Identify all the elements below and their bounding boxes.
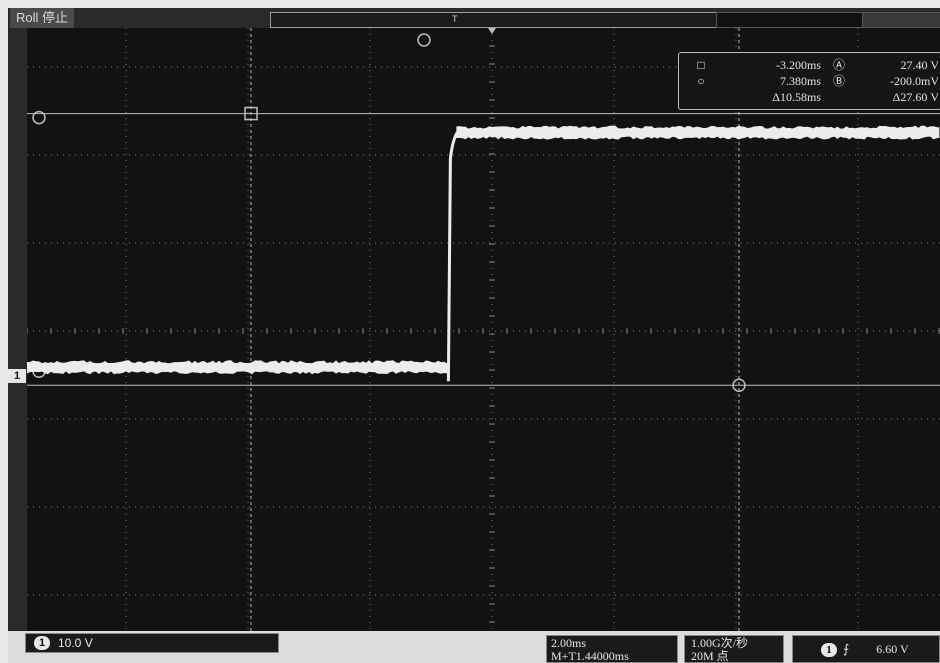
trigger-channel-badge: 1 (821, 643, 837, 657)
cursor-delta-time: Δ10.58ms (719, 89, 821, 105)
cursor-b-time: 7.380ms (719, 73, 821, 89)
trigger-box[interactable]: 1 ⨍ 6.60 V (792, 635, 940, 663)
channel-1-scale-box[interactable]: 1 10.0 V (25, 633, 279, 653)
waveform-high-segment (456, 126, 939, 140)
cursor-a-time: -3.200ms (719, 57, 821, 73)
trigger-position-icon (418, 34, 430, 46)
waveform-svg (27, 28, 940, 631)
cursor-readout-row-b: ○ 7.380ms Ⓑ -200.0mV (679, 73, 940, 89)
cursor-readout-row-delta: Δ10.58ms Δ27.60 V (679, 89, 940, 105)
cursor-readout-row-a: □ -3.200ms Ⓐ 27.40 V (679, 57, 940, 73)
cursor-delta-voltage: Δ27.60 V (851, 89, 939, 105)
left-marker-strip (8, 28, 27, 631)
waveform-rising-edge (448, 128, 466, 381)
record-view-bar-right (716, 12, 863, 28)
cursor-a-voltage: 27.40 V (851, 57, 939, 73)
record-view-bar-end (862, 12, 940, 28)
trigger-slope-icon: ⨍ (843, 642, 849, 656)
cursor-b-voltage: -200.0mV (851, 73, 939, 89)
cursor-b-level-icon: Ⓑ (831, 73, 847, 89)
trigger-time-marker-icon (488, 28, 496, 34)
cursor-readout-panel: □ -3.200ms Ⓐ 27.40 V ○ 7.380ms Ⓑ -200.0m… (678, 52, 940, 110)
channel-1-badge: 1 (34, 636, 50, 650)
cursor-a-square-icon: □ (695, 57, 707, 73)
cursor-b-circle-icon: ○ (695, 73, 707, 89)
record-trigger-marker: T (452, 14, 458, 24)
waveform-low-segment (27, 360, 447, 374)
acquisition-status: Roll 停止 (10, 8, 74, 28)
trigger-level: 6.60 V (876, 642, 908, 656)
record-length: 20M 点 (691, 650, 777, 663)
channel-1-scale: 10.0 V (58, 636, 93, 650)
channel-1-ground-marker[interactable]: 1 (8, 369, 26, 383)
record-view-bar[interactable] (270, 12, 717, 28)
waveform-area[interactable] (27, 28, 940, 631)
timebase-box[interactable]: 2.00ms M+T1.44000ms (546, 635, 678, 663)
cursor-a-level-icon: Ⓐ (831, 57, 847, 73)
acquisition-box[interactable]: 1.00G次/秒 20M 点 (684, 635, 784, 663)
timebase-delay: M+T1.44000ms (551, 650, 673, 663)
